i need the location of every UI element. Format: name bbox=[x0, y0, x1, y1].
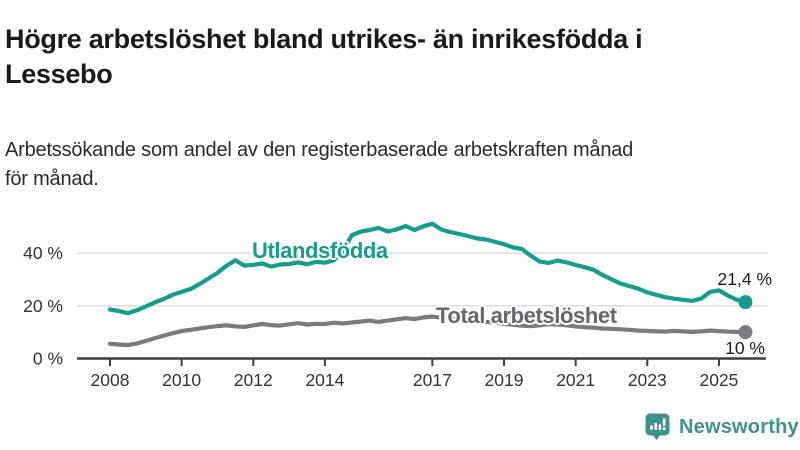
series-end-dot-total bbox=[738, 325, 753, 340]
series-label-total-arbetsloshet: Total arbetslöshet bbox=[436, 303, 617, 328]
end-value-label-total: 10 % bbox=[725, 338, 765, 358]
series-line-utlandsfodda bbox=[107, 221, 748, 316]
x-tick-label: 2025 bbox=[699, 370, 738, 390]
series-end-dot-utlandsfodda bbox=[738, 295, 753, 310]
page-title: Högre arbetslöshet bland utrikes- än inr… bbox=[5, 24, 643, 90]
y-tick-label: 20 % bbox=[23, 296, 63, 316]
x-tick-label: 2017 bbox=[413, 370, 452, 390]
y-tick-label: 0 % bbox=[33, 349, 63, 369]
x-tick-label: 2021 bbox=[556, 370, 595, 390]
x-tick-label: 2008 bbox=[91, 370, 130, 390]
x-tick-label: 2014 bbox=[305, 370, 344, 390]
x-tick-label: 2012 bbox=[234, 370, 273, 390]
end-value-label-utlandsfodda: 21,4 % bbox=[717, 269, 772, 289]
series-line-total bbox=[107, 314, 748, 348]
x-tick-label: 2023 bbox=[628, 370, 667, 390]
x-tick-label: 2019 bbox=[485, 370, 524, 390]
bar-chart-exclamation-bubble-icon bbox=[645, 413, 670, 440]
brand-wordmark: Newsworthy bbox=[679, 415, 799, 438]
newsworthy-logo: Newsworthy bbox=[644, 412, 799, 442]
y-tick-label: 40 % bbox=[23, 243, 63, 263]
chart-subtitle: Arbetssökande som andel av den registerb… bbox=[5, 139, 634, 190]
series-label-utlandsfodda: Utlandsfödda bbox=[252, 238, 388, 263]
x-tick-label: 2010 bbox=[162, 370, 201, 390]
